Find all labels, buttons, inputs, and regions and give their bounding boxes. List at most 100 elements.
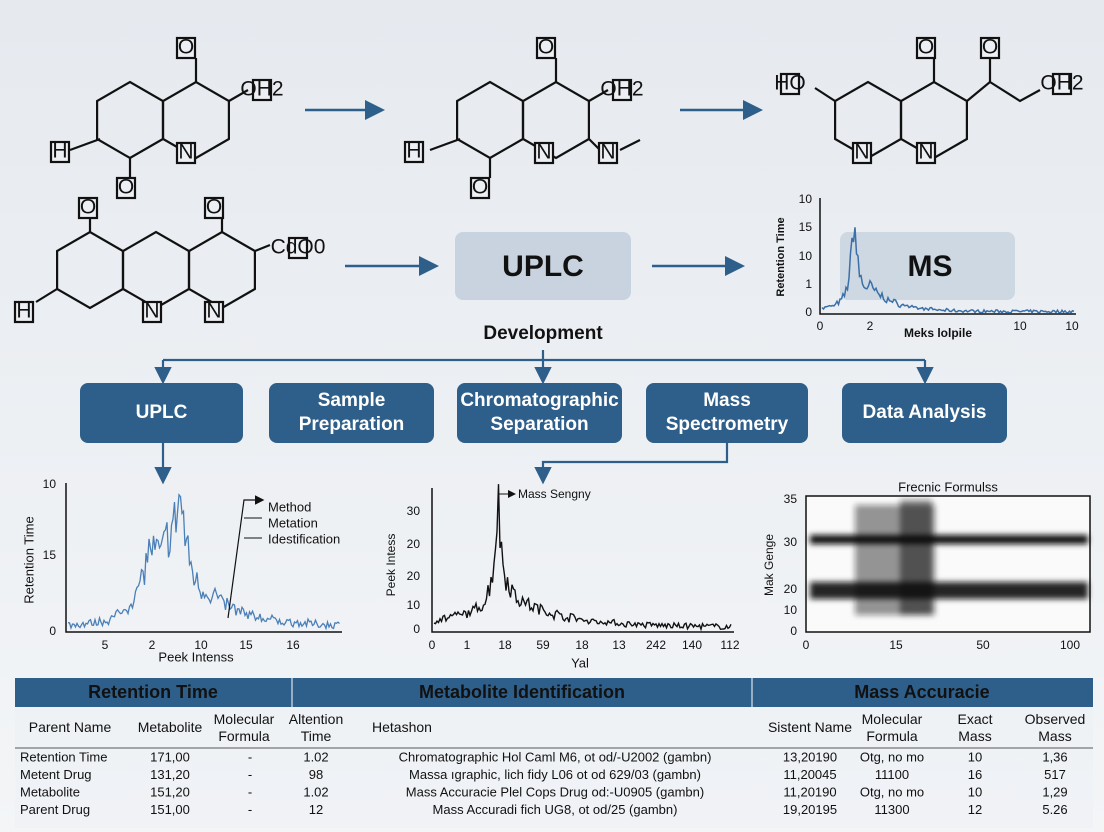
cell: 517 [1044,767,1066,782]
cell: 11300 [874,802,909,817]
atom-label: N [178,141,193,164]
atom-label: OH2 [600,78,643,101]
tick-label: 10 [1065,319,1079,333]
cell: Otg, no mo [860,785,924,800]
tick-label: 30 [407,504,421,518]
column-header: Observed Mass [1025,711,1086,744]
tick-label: 20 [407,537,421,551]
column-header: Sistent Name [768,719,852,735]
tick-label: 5 [102,638,109,652]
column-header: Altention Time [289,711,343,744]
tick-label: 0 [817,319,824,333]
cell: Metabolite [20,785,80,800]
tick-label: 0 [429,638,436,652]
cell: Metent Drug [20,767,92,782]
atom-bg [915,36,937,60]
atom-bg [469,176,491,200]
tick-label: 10 [43,477,57,491]
atom-label: N [536,141,551,164]
uplc-label: UPLC [502,250,584,283]
tick-label: 18 [575,638,589,652]
cell: 171,00 [150,749,190,764]
cell: 1,36 [1042,749,1067,764]
atom-bg [979,36,1001,60]
atom-label: O [80,196,96,219]
cell: 1.02 [303,749,328,764]
ring [96,80,164,160]
ms-inset: MS Retention Time Meks lolpile [775,198,1076,340]
column-header: Molecular Formula [214,711,275,744]
tick-label: 18 [498,638,512,652]
atom-bg [175,36,197,60]
tick-label: 10 [194,638,208,652]
tick-label: 0 [805,305,812,319]
tick-label: 13 [612,638,626,652]
tick-label: 35 [784,492,798,506]
ring [188,230,256,310]
tick-label: 0 [49,624,56,638]
tick-label: 15 [239,638,253,652]
y-axis-label: Retention Time [775,217,787,296]
atom-bg [175,141,197,165]
cell: 5.26 [1042,802,1067,817]
atom-bg [115,176,137,200]
x-axis-label: Yal [571,655,589,670]
cell: 98 [309,767,323,782]
y-axis-label: Mak Genge [762,534,776,596]
atom-label: HO [774,72,806,95]
tick-label: 100 [1060,638,1080,652]
cell: 10 [968,749,982,764]
cell: Mass Accuracie Plel Cops Drug od:-U0905 … [406,785,704,800]
ms-label: MS [908,250,953,283]
cell: Otg, no mo [860,749,924,764]
cell: 13,20190 [783,749,837,764]
tick-label: 10 [799,192,813,206]
plot-title: Frecnic Formulss [898,479,998,494]
atom-bg [851,141,873,165]
atom-label: H [406,140,421,163]
ring [122,230,190,310]
tick-label: 15 [43,548,57,562]
atom-label: O [538,36,554,59]
cell: 12 [309,802,323,817]
step-box: Data Analysis [842,383,1007,443]
atom-bg [403,140,425,164]
cell: 11,20045 [783,767,836,782]
atom-label: O [118,176,134,199]
tick-label: 0 [803,638,810,652]
atom-label: OH2 [240,78,283,101]
plot1: Retention Time Peek Intenss [21,483,342,664]
column-header: Metabolite [138,719,203,735]
atom-label: O [982,36,998,59]
atom-label: N [854,141,869,164]
tick-label: 140 [682,638,702,652]
atom-bg [13,300,35,324]
plot-title: Mass Sengny [518,487,591,501]
atom-bg [203,196,225,220]
step-box: Mass Spectrometry [646,383,808,443]
column-header: Parent Name [29,719,112,735]
annotation: Method [268,499,311,514]
step-box: Sample Preparation [269,383,434,443]
cell: 16 [968,767,982,782]
atom-bg [77,196,99,220]
atom-label: N [206,300,221,323]
cell: - [248,749,252,764]
atom-label: CdO0 [271,236,326,259]
atom-label: H [16,300,31,323]
tick-label: 1 [464,638,471,652]
cell: 151,00 [150,802,190,817]
atom-bg [49,140,71,164]
step-box: Chromatographic Separation [457,383,622,443]
tick-label: 15 [799,220,813,234]
atom-bg [597,141,619,165]
development-label: Development [483,323,603,344]
tick-label: 2 [867,319,874,333]
tick-label: 16 [286,638,300,652]
atom-label: OH2 [1040,72,1083,95]
column-header: Hetashon [372,719,432,735]
cell: 151,20 [150,785,190,800]
connectors [154,350,934,485]
